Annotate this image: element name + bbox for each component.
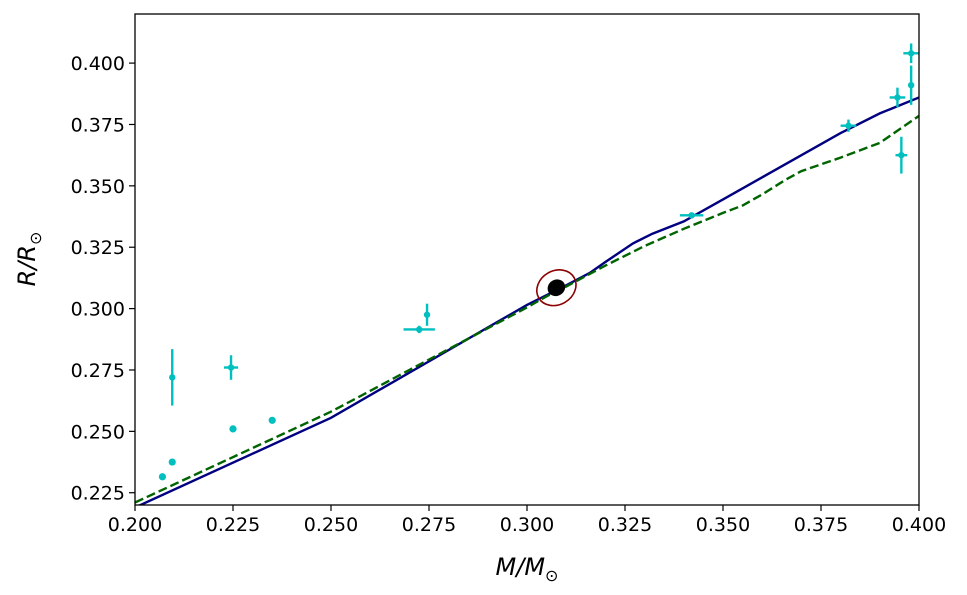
data-dot: [229, 425, 237, 433]
y-tick-label: 0.350: [71, 176, 125, 198]
errorbar-point: [840, 119, 857, 132]
errorbar-marker: [894, 94, 901, 101]
x-axis: 0.200 0.225 0.250 0.275 0.300 0.325 0.350 0.375…: [108, 505, 946, 536]
x-axis-label: M/M⊙: [496, 553, 559, 585]
y-tick-label: 0.400: [71, 53, 125, 75]
errorbar-marker: [169, 374, 176, 381]
dashed-model-line: [135, 114, 919, 504]
errorbar-marker: [227, 364, 235, 371]
data-dot: [268, 416, 276, 424]
data-dot: [158, 473, 167, 481]
y-tick-label: 0.275: [71, 360, 125, 382]
errorbar-marker: [907, 50, 915, 57]
y-axis-label: R/R⊙: [13, 232, 45, 287]
y-tick-label: 0.300: [71, 299, 125, 321]
x-tick-label: 0.300: [500, 514, 554, 536]
x-tick-label: 0.375: [794, 514, 848, 536]
x-tick-label: 0.400: [892, 514, 946, 536]
x-tick-label: 0.350: [696, 514, 750, 536]
plot-frame: [134, 13, 920, 506]
y-tick-label: 0.250: [71, 421, 125, 443]
errorbar-point: [889, 87, 906, 108]
errorbar-point: [169, 349, 176, 406]
x-tick-label: 0.225: [206, 514, 260, 536]
errorbar-marker: [688, 212, 695, 219]
errorbar-point: [903, 43, 919, 64]
errorbar-marker: [845, 122, 852, 129]
x-tick-label: 0.250: [304, 514, 358, 536]
errorbar-point: [895, 136, 908, 174]
data-dot: [168, 458, 176, 466]
y-tick-label: 0.375: [71, 114, 125, 136]
y-tick-label: 0.225: [71, 483, 125, 505]
errorbar-marker: [898, 151, 905, 159]
errorbar-marker: [907, 81, 915, 89]
errorbar-point: [403, 325, 435, 334]
plot-area: [135, 43, 919, 505]
errorbar-point: [423, 303, 431, 326]
x-tick-label: 0.325: [598, 514, 652, 536]
y-tick-label: 0.325: [71, 237, 125, 259]
errorbar-point: [223, 355, 239, 380]
x-tick-label: 0.200: [108, 514, 162, 536]
x-tick-label: 0.275: [402, 514, 456, 536]
target-measurement: [547, 279, 566, 297]
solid-model-line: [137, 96, 919, 505]
confidence-ellipse: [536, 269, 577, 307]
errorbar-marker: [423, 311, 431, 318]
errorbar-marker: [416, 326, 423, 333]
y-axis: 0.225 0.250 0.275 0.300 0.325 0.350 0.375 0.400: [71, 53, 135, 505]
errorbar-point: [679, 212, 704, 219]
errorbar-point: [907, 65, 915, 105]
